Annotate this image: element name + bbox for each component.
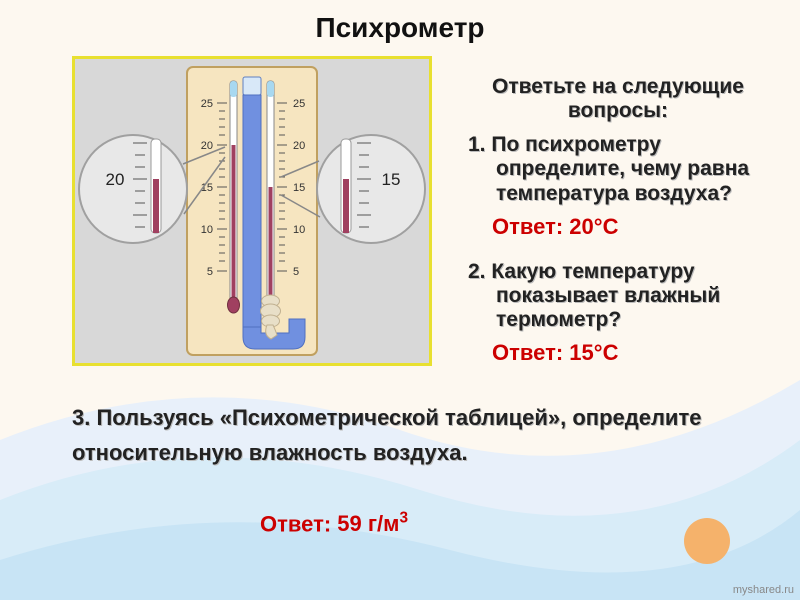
svg-text:15: 15 — [293, 182, 305, 194]
question-1: 1. По психрометру определите, чему равна… — [468, 133, 768, 205]
watermark: myshared.ru — [733, 584, 794, 596]
svg-text:10: 10 — [201, 224, 213, 236]
corner-decoration — [684, 518, 730, 564]
page-title: Психрометр — [0, 12, 800, 44]
answer-1: Ответ: 20°С — [492, 214, 768, 240]
question-3: 3. Пользуясь «Психометрической таблицей»… — [72, 400, 732, 470]
left-zoom-label: 20 — [106, 170, 125, 189]
questions-column: Ответьте на следующиевопросы: 1. По псих… — [468, 75, 768, 386]
svg-text:25: 25 — [201, 98, 213, 110]
answer-2: Ответ: 15°С — [492, 340, 768, 366]
psychrometer-diagram: 25 20 15 10 5 25 20 15 10 5 — [72, 56, 432, 366]
svg-text:10: 10 — [293, 224, 305, 236]
svg-text:20: 20 — [201, 140, 213, 152]
questions-prompt: Ответьте на следующиевопросы: — [468, 75, 768, 123]
answer-3: Ответ: 59 г/м3 — [260, 510, 408, 537]
svg-text:20: 20 — [293, 140, 305, 152]
question-2: 2. Какую температуру показывает влажный … — [468, 260, 768, 332]
right-zoom-label: 15 — [382, 170, 401, 189]
svg-text:5: 5 — [293, 266, 299, 278]
svg-text:25: 25 — [293, 98, 305, 110]
svg-text:5: 5 — [207, 266, 213, 278]
